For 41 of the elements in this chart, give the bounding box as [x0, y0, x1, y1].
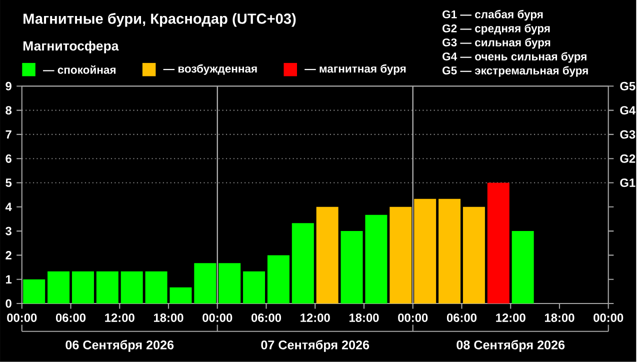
x-tick-label: 06:00 [446, 314, 477, 322]
x-tick-label: 12:00 [300, 314, 330, 322]
x-tick-label: 00:00 [7, 314, 37, 322]
text: G4 — очень сильная буря [442, 52, 586, 63]
legend-label: — спокойная [43, 65, 116, 74]
y-tick-label: 4 [5, 202, 12, 212]
text: 06 Сентября 2026 [66, 340, 174, 352]
text: G5 — экстремальная буря [442, 66, 588, 77]
text: 07 Сентября 2026 [261, 340, 370, 352]
x-tick-label: 18:00 [349, 314, 379, 322]
x-tick-label: 00:00 [398, 314, 428, 322]
y-tick-label: 1 [6, 275, 12, 284]
x-tick-label: 00:00 [594, 314, 624, 322]
y-tick-label: 5 [6, 178, 12, 187]
ref-line-label: G3 [620, 130, 636, 139]
x-tick-label: 18:00 [544, 314, 574, 322]
y-tick-label: 2 [6, 251, 12, 260]
y-tick-label: 3 [6, 226, 12, 236]
text: G3 — сильная буря [442, 38, 550, 49]
ref-line-label: G4 [620, 106, 636, 115]
x-tick-label: 06:00 [56, 314, 86, 322]
legend-label: — возбужденная [163, 64, 257, 75]
legend-label: — магнитная буря [304, 64, 406, 75]
ref-line-label: G1 [620, 178, 636, 188]
text: G2 — средняя буря [442, 24, 550, 35]
y-tick-label: 7 [6, 130, 12, 139]
y-tick-label: 0 [6, 299, 12, 308]
x-tick-label: 00:00 [202, 314, 232, 322]
legend-title: Магнитосфера [23, 40, 119, 54]
ref-line-label: G2 [620, 154, 636, 163]
x-tick-label: 18:00 [154, 314, 184, 322]
text: 08 Сентября 2026 [456, 340, 565, 352]
x-tick-label: 12:00 [496, 314, 526, 322]
y-tick-label: 6 [6, 154, 12, 163]
y-tick-label: 9 [6, 82, 12, 90]
x-tick-label: 06:00 [251, 314, 282, 322]
chart-title: Магнитные бури, Краснодар (UTC+03) [24, 13, 296, 27]
text: G1 — слабая буря [442, 10, 543, 21]
ref-line-label: G5 [620, 82, 636, 90]
x-tick-label: 12:00 [105, 314, 134, 322]
y-tick-label: 8 [6, 106, 12, 115]
